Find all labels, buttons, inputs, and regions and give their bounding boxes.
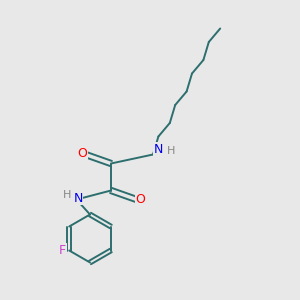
Text: N: N	[73, 191, 83, 205]
Text: O: O	[78, 146, 87, 160]
Text: F: F	[59, 244, 66, 257]
Text: H: H	[63, 190, 71, 200]
Text: O: O	[135, 193, 145, 206]
Text: N: N	[154, 142, 163, 156]
Text: H: H	[167, 146, 175, 156]
